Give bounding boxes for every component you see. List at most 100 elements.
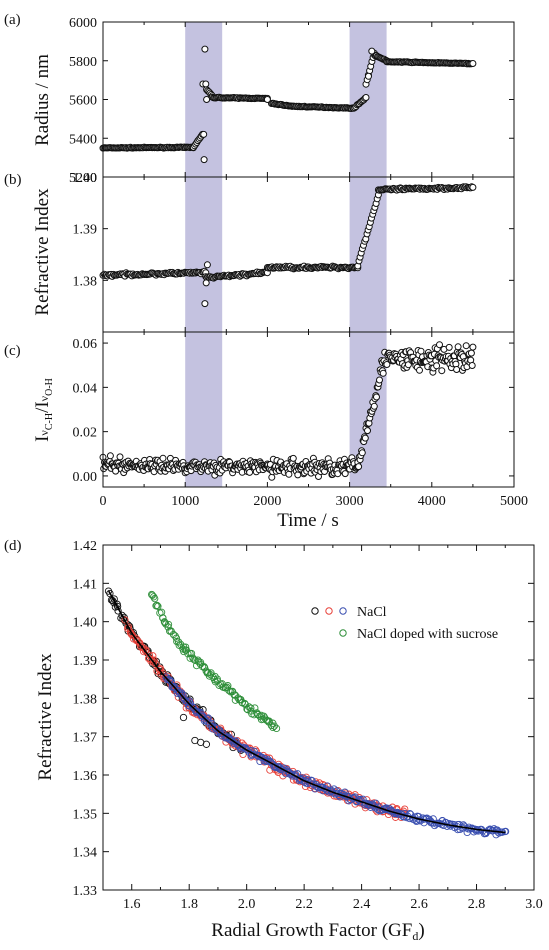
x-tick-label: 2.8 xyxy=(468,897,486,912)
panel-b-shaded-regions xyxy=(185,177,387,332)
data-point xyxy=(433,362,441,370)
data-point xyxy=(185,702,194,710)
data-point xyxy=(417,347,425,355)
data-point xyxy=(159,454,167,462)
data-point xyxy=(113,602,122,611)
data-point xyxy=(462,342,470,350)
y-tick-label: 5800 xyxy=(69,55,97,70)
data-point xyxy=(379,369,387,377)
data-point xyxy=(290,771,298,779)
data-point xyxy=(285,470,293,478)
legend-marker xyxy=(339,607,347,615)
y-tick-label: 0.04 xyxy=(73,381,98,396)
x-tick-label: 2.0 xyxy=(238,897,256,912)
data-point xyxy=(469,343,477,351)
y-tick-label: 1.34 xyxy=(73,846,98,861)
legend-sucrose-markers xyxy=(339,629,347,637)
x-tick-label: 4000 xyxy=(418,494,446,509)
data-point xyxy=(228,687,237,696)
data-point xyxy=(270,722,278,730)
panel-b-x-ticks xyxy=(102,177,515,332)
data-point xyxy=(269,723,277,732)
x-tick-label: 1.8 xyxy=(180,897,198,912)
data-point xyxy=(211,672,219,681)
data-point xyxy=(106,589,114,598)
data-point xyxy=(438,367,446,375)
data-point xyxy=(272,724,281,733)
panel-d-y-ticks: 1.33 1.34 1.35 1.36 1.37 1.38 1.39 1.40 1.41 1.42 xyxy=(73,539,534,899)
data-point xyxy=(224,682,232,690)
panel-a-points xyxy=(99,45,477,164)
y-tick-label: 0.06 xyxy=(73,337,98,352)
panel-d-x-ticks: 1.6 1.8 2.0 2.2 2.4 2.6 2.8 3.0 xyxy=(102,545,543,912)
data-point xyxy=(172,634,181,642)
data-point xyxy=(190,655,198,664)
data-point xyxy=(376,376,383,384)
data-point xyxy=(468,362,476,369)
panel-b-frame xyxy=(102,176,515,333)
y-tick-label: 1.33 xyxy=(73,884,98,899)
data-point xyxy=(469,183,477,191)
panel-a: (a) 5200 5400 5600 5800 6000 Radius / nm xyxy=(4,12,515,186)
panel-c-x-axis-label: Time / s xyxy=(277,510,339,531)
y-tick-label: 1.39 xyxy=(73,223,98,238)
data-point xyxy=(405,814,414,823)
y-tick-label: 1.42 xyxy=(73,539,98,554)
panel-c-points xyxy=(99,341,477,481)
panel-a-x-ticks xyxy=(102,22,515,177)
y-tick-label: 0.00 xyxy=(73,470,98,485)
data-point xyxy=(121,616,129,624)
x-tick-label: 1.6 xyxy=(123,897,141,912)
legend-sucrose-label: NaCl doped with sucrose xyxy=(357,627,498,642)
panel-c-y-ticks: 0.00 0.02 0.04 0.06 xyxy=(73,337,514,485)
data-point xyxy=(469,60,477,67)
data-point xyxy=(154,602,162,610)
data-point xyxy=(203,96,211,103)
data-point xyxy=(370,402,378,410)
panel-c-label: (c) xyxy=(4,343,21,359)
data-point xyxy=(187,649,196,658)
data-point xyxy=(193,707,201,716)
y-tick-label: 6000 xyxy=(69,16,97,31)
panel-d-legend: NaCl NaCl doped with sucrose xyxy=(311,605,498,642)
data-point xyxy=(179,713,188,722)
x-tick-label: 2.2 xyxy=(295,897,313,912)
x-tick-label: 3.0 xyxy=(525,897,543,912)
panel-d-x-axis-label: Radial Growth Factor (GFd) xyxy=(211,920,424,943)
shaded-region-2 xyxy=(349,177,387,332)
data-point xyxy=(243,705,251,713)
panel-c-y-axis-label: IνC-H/IνO-H xyxy=(32,378,55,442)
data-point xyxy=(207,669,215,677)
data-point xyxy=(436,341,443,349)
data-point xyxy=(216,730,225,738)
data-point xyxy=(416,366,423,374)
y-tick-label: 1.39 xyxy=(73,654,98,669)
data-point xyxy=(260,712,268,720)
data-point xyxy=(204,668,212,677)
data-point xyxy=(358,449,366,457)
data-point xyxy=(365,72,372,80)
legend-nacl-markers xyxy=(311,607,347,615)
data-point xyxy=(243,746,251,754)
x-tick-label: 2.6 xyxy=(410,897,428,912)
x-tick-label: 2000 xyxy=(253,494,281,509)
data-point xyxy=(202,667,210,675)
data-point xyxy=(106,452,114,460)
data-point xyxy=(201,45,209,53)
data-point xyxy=(164,620,173,629)
legend-marker xyxy=(339,629,347,637)
data-point xyxy=(357,795,365,804)
data-point xyxy=(341,470,349,478)
data-point xyxy=(159,614,167,622)
data-point xyxy=(203,261,211,269)
data-point xyxy=(364,427,371,435)
legend-marker xyxy=(325,607,333,615)
data-point xyxy=(116,453,124,461)
data-point xyxy=(294,471,302,479)
x-tick-label: 0 xyxy=(100,494,107,509)
panel-c-x-ticks: 0 1000 2000 3000 4000 5000 xyxy=(100,332,528,509)
data-point xyxy=(361,434,369,442)
legend-marker xyxy=(311,607,319,615)
y-tick-label: 1.40 xyxy=(73,616,98,631)
